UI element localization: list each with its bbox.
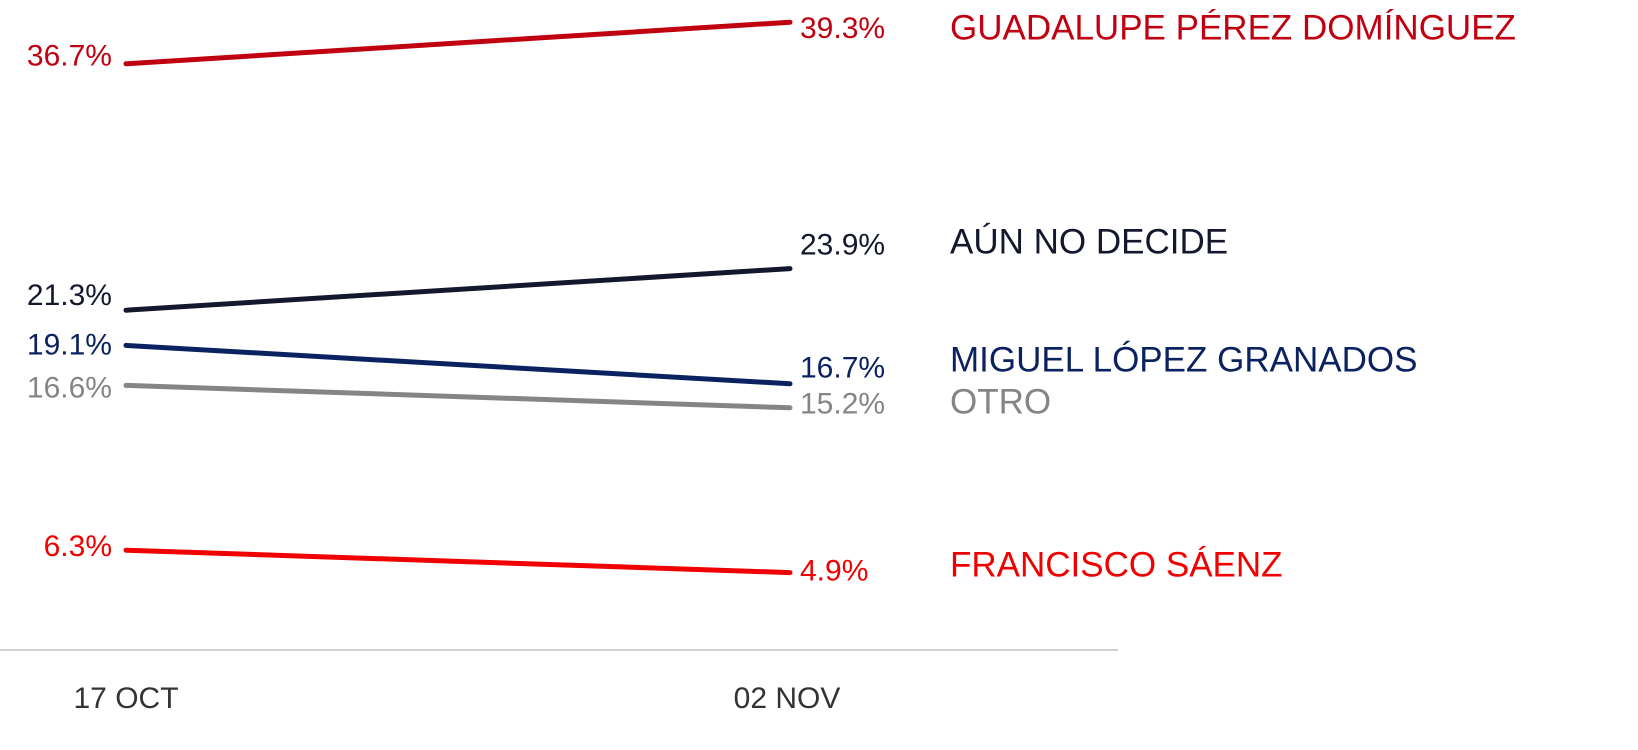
legend-label: GUADALUPE PÉREZ DOMÍNGUEZ xyxy=(950,8,1516,47)
series-line xyxy=(123,19,793,67)
value-label: 36.7% xyxy=(27,40,112,73)
value-label: 15.2% xyxy=(800,388,885,421)
value-label: 21.3% xyxy=(27,279,112,312)
series-line xyxy=(123,266,793,313)
value-label: 16.7% xyxy=(800,352,885,385)
series-line xyxy=(123,382,793,411)
x-tick-label: 17 OCT xyxy=(73,682,178,715)
value-label: 4.9% xyxy=(800,555,868,588)
value-label: 16.6% xyxy=(27,371,112,404)
legend-label: OTRO xyxy=(950,382,1051,421)
series-line xyxy=(123,342,793,387)
x-tick-label: 02 NOV xyxy=(734,682,841,715)
legend-label: FRANCISCO SÁENZ xyxy=(950,545,1283,584)
legend-label: MIGUEL LÓPEZ GRANADOS xyxy=(950,340,1417,379)
legend-label: AÚN NO DECIDE xyxy=(950,222,1228,261)
series-line xyxy=(123,547,793,576)
value-label: 6.3% xyxy=(44,530,112,563)
value-label: 39.3% xyxy=(800,12,885,45)
value-label: 23.9% xyxy=(800,229,885,262)
value-label: 19.1% xyxy=(27,328,112,361)
